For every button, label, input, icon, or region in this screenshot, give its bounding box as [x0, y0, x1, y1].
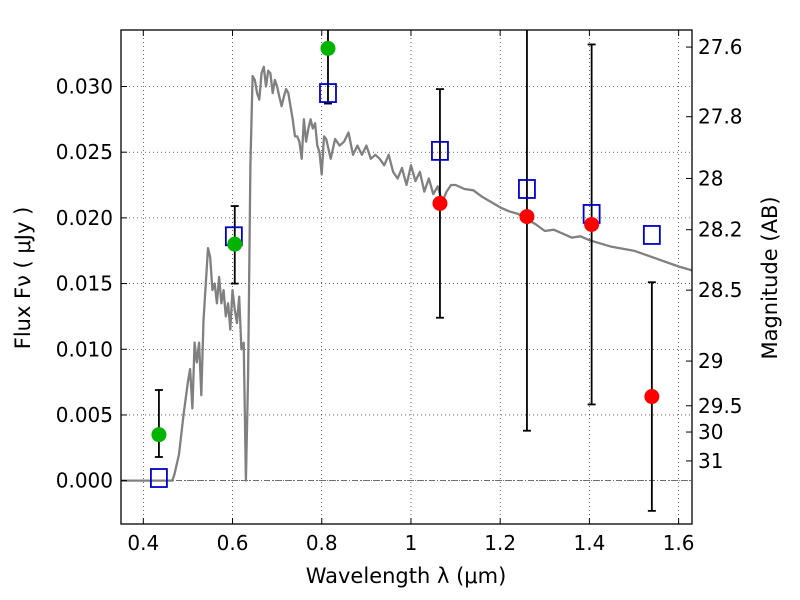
- y-axis-ticks: 0.000 0.005 0.010 0.015 0.020 0.025 0.030: [56, 74, 127, 493]
- x-tick-label: 0.8: [306, 531, 338, 555]
- spectrum-line: [121, 65, 693, 482]
- right-tick-label: 31: [698, 449, 723, 473]
- model-photometry-points: [150, 83, 661, 488]
- model-spectrum: [121, 65, 693, 482]
- model-square: [319, 83, 337, 103]
- y-tick-label: 0.000: [56, 469, 113, 493]
- right-tick-label: 27.8: [698, 105, 743, 129]
- y-tick-label: 0.025: [56, 140, 113, 164]
- plot-frame: [120, 29, 693, 525]
- y-tick-label: 0.005: [56, 403, 113, 427]
- x-tick-label: 0.6: [217, 531, 249, 555]
- right-tick-label: 28.5: [698, 278, 743, 302]
- x-tick-label: 0.4: [127, 531, 159, 555]
- x-axis-ticks: 0.4 0.6 0.8 1 1.2 1.4 1.6: [127, 30, 695, 555]
- model-square: [150, 468, 168, 488]
- nondetection-point: [644, 389, 660, 405]
- right-tick-label: 28.2: [698, 218, 743, 242]
- detection-point: [320, 40, 336, 56]
- right-tick-label: 27.6: [698, 35, 743, 59]
- right-axis-label: Magnitude (AB): [758, 196, 782, 359]
- right-tick-label: 29.5: [698, 394, 743, 418]
- nondetection-point: [584, 216, 600, 232]
- x-tick-label: 1.4: [573, 531, 605, 555]
- model-square: [642, 225, 661, 245]
- y-tick-label: 0.015: [56, 272, 113, 296]
- error-bars: [154, 30, 656, 512]
- model-square: [518, 179, 536, 199]
- nondetection-point: [519, 209, 535, 225]
- x-tick-label: 1: [405, 531, 418, 555]
- detection-point: [227, 236, 243, 252]
- x-tick-label: 1.2: [484, 531, 516, 555]
- x-axis-label: Wavelength λ (μm): [306, 564, 507, 588]
- observed-points: [151, 40, 660, 443]
- right-tick-label: 29: [698, 349, 723, 373]
- plot-border: [120, 29, 693, 525]
- right-axis-ticks: 27.6 27.8 28 28.2 28.5 29 29.530 31: [686, 35, 743, 473]
- x-tick-label: 1.6: [663, 531, 695, 555]
- right-tick-label: 28: [698, 166, 723, 190]
- detection-point: [151, 427, 167, 443]
- y-tick-label: 0.030: [56, 74, 113, 98]
- right-tick-label: 30: [698, 420, 723, 444]
- y-tick-label: 0.010: [56, 337, 113, 361]
- y-axis-label: Flux Fν ( μJy ): [11, 207, 35, 350]
- model-square: [431, 140, 449, 161]
- y-tick-label: 0.020: [56, 206, 113, 230]
- nondetection-point: [432, 195, 448, 211]
